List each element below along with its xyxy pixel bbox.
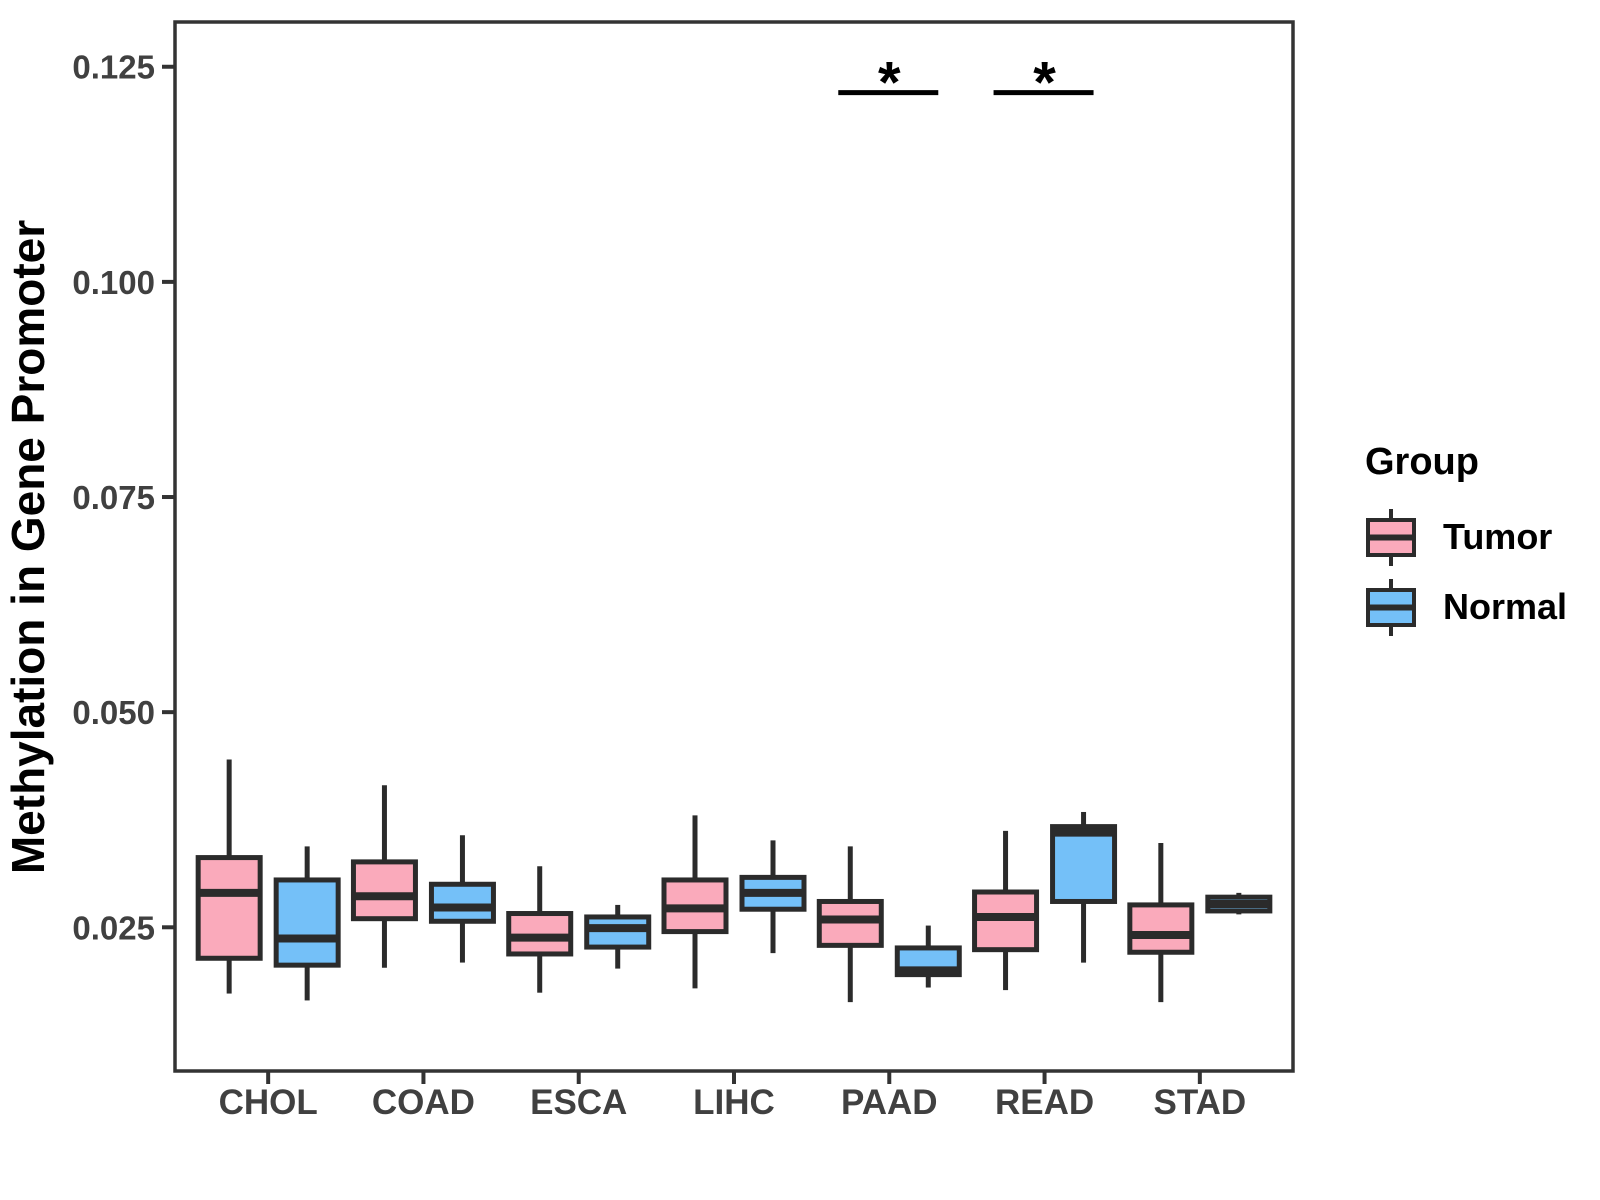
ytick-label-0.025: 0.025 xyxy=(72,909,155,946)
y-axis-title: Methylation in Gene Promoter xyxy=(2,220,54,874)
xtick-label-CHOL: CHOL xyxy=(219,1083,318,1122)
legend-title: Group xyxy=(1365,441,1479,483)
legend: Group Tumor Normal xyxy=(1365,441,1567,649)
ytick-label-0.075: 0.075 xyxy=(72,479,155,516)
xtick-label-READ: READ xyxy=(995,1083,1094,1122)
xtick-label-PAAD: PAAD xyxy=(841,1083,938,1122)
ytick-label-0.050: 0.050 xyxy=(72,694,155,731)
significance-star-paad: * xyxy=(878,51,901,116)
xtick-label-COAD: COAD xyxy=(372,1083,475,1122)
box-coad-normal xyxy=(428,881,496,924)
ytick-label-0.125: 0.125 xyxy=(72,49,155,86)
xtick-label-STAD: STAD xyxy=(1153,1083,1246,1122)
xtick-label-ESCA: ESCA xyxy=(530,1083,627,1122)
box-coad-tumor xyxy=(350,859,418,922)
legend-label-tumor: Tumor xyxy=(1443,516,1553,558)
legend-item-tumor: Tumor xyxy=(1365,508,1567,566)
panel-border xyxy=(173,20,1295,1073)
ytick-label-0.100: 0.100 xyxy=(72,264,155,301)
xtick-label-LIHC: LIHC xyxy=(693,1083,775,1122)
box-chol-normal xyxy=(273,877,341,968)
legend-item-normal: Normal xyxy=(1365,578,1568,636)
legend-label-normal: Normal xyxy=(1443,586,1568,628)
box-stad-tumor xyxy=(1127,902,1195,955)
boxplot-key-tumor-icon xyxy=(1366,508,1416,566)
significance-star-read: * xyxy=(1033,51,1056,116)
chart-layer: 0.025 0.050 0.075 0.100 0.125 CHOL COAD ESCA LIH… xyxy=(72,20,1295,1122)
boxplot-key-normal-icon xyxy=(1366,578,1416,636)
box-read-normal xyxy=(1050,824,1118,904)
box-chol-tumor xyxy=(195,855,263,961)
